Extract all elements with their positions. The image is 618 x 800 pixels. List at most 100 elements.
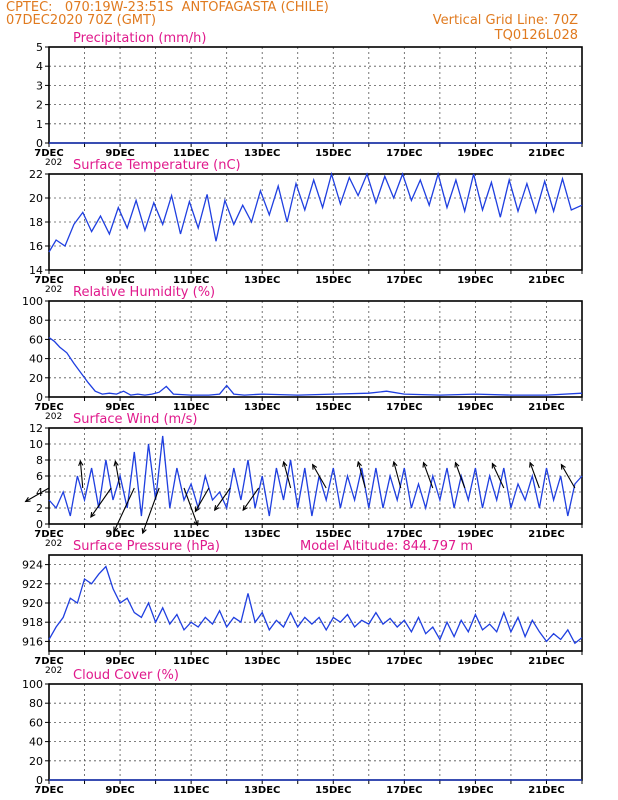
wind-arrow-shaft xyxy=(423,462,434,489)
x-tick-label: 15DEC xyxy=(315,402,351,413)
wind-arrow-head xyxy=(113,526,119,533)
x-tick-label: 11DEC xyxy=(173,529,209,540)
y-tick-label: 924 xyxy=(22,559,43,572)
x-tick-label: 17DEC xyxy=(386,785,422,796)
x-tick-label: 17DEC xyxy=(386,656,422,667)
panel-6: 0 20 40 60 80 100 7DEC 9DEC 11DEC 13DEC 15DEC 17DEC… xyxy=(22,668,583,796)
x-tick-label: 19DEC xyxy=(457,275,493,286)
x-tick-label: 7DEC xyxy=(34,785,63,796)
wind-arrow-head xyxy=(529,461,535,468)
x-tick-label: 11DEC xyxy=(173,656,209,667)
panel-frame xyxy=(48,683,583,781)
panel-frame xyxy=(48,46,583,144)
y-tick-label: 4 xyxy=(36,486,43,499)
wind-arrow-shaft xyxy=(90,487,112,518)
wind-arrow-shaft xyxy=(312,464,327,489)
x-tick-label: 17DEC xyxy=(386,529,422,540)
series-line xyxy=(48,171,583,253)
wind-arrow-head xyxy=(141,528,147,535)
x-tick-label: 15DEC xyxy=(315,529,351,540)
x-tick-label: 9DEC xyxy=(105,656,134,667)
y-tick-label: 3 xyxy=(36,79,43,92)
y-tick-label: 916 xyxy=(22,635,43,648)
series-line xyxy=(48,565,583,645)
y-tick-label: 14 xyxy=(29,264,43,277)
x-year-stub: 202 xyxy=(45,412,62,422)
x-tick-label: 21DEC xyxy=(528,529,564,540)
y-tick-label: 0 xyxy=(36,391,43,404)
x-tick-label: 9DEC xyxy=(105,529,134,540)
y-tick-label: 20 xyxy=(29,372,43,385)
panel-1: 0 1 2 3 4 5 7DEC 9DEC 11DEC 13DEC 15DEC 17DEC 19DEC 2… xyxy=(34,31,583,168)
x-tick-label: 15DEC xyxy=(315,785,351,796)
y-tick-label: 100 xyxy=(22,678,43,691)
panel-4: 0 2 4 6 8 10 12 7DEC 9DEC 11DEC 13DEC 15DEC 17DEC 19D… xyxy=(24,412,583,549)
x-tick-label: 11DEC xyxy=(173,402,209,413)
x-tick-label: 19DEC xyxy=(457,148,493,159)
panel-5: 916 918 920 922 924 7DEC 9DEC 11DEC 13DEC 15DEC 17… xyxy=(22,539,583,676)
y-tick-label: 22 xyxy=(29,168,43,181)
y-tick-label: 40 xyxy=(29,353,43,366)
x-tick-label: 7DEC xyxy=(34,656,63,667)
y-tick-label: 2 xyxy=(36,502,43,515)
y-tick-label: 0 xyxy=(36,137,43,150)
y-tick-label: 4 xyxy=(36,60,43,73)
wind-arrow-head xyxy=(78,459,84,466)
y-tick-label: 8 xyxy=(36,454,43,467)
x-tick-label: 19DEC xyxy=(457,529,493,540)
panel-title: Precipitation (mm/h) xyxy=(73,31,206,46)
x-tick-label: 17DEC xyxy=(386,148,422,159)
x-tick-label: 13DEC xyxy=(244,148,280,159)
x-tick-label: 11DEC xyxy=(173,275,209,286)
x-tick-label: 7DEC xyxy=(34,275,63,286)
panel-title: Relative Humidity (%) xyxy=(73,285,215,300)
y-tick-label: 2 xyxy=(36,99,43,112)
wind-arrow-head xyxy=(242,505,248,512)
x-tick-label: 15DEC xyxy=(315,656,351,667)
x-tick-label: 15DEC xyxy=(315,275,351,286)
x-tick-label: 17DEC xyxy=(386,402,422,413)
wind-arrow-shaft xyxy=(242,487,260,511)
x-year-stub: 202 xyxy=(45,666,62,676)
y-tick-label: 60 xyxy=(29,716,43,729)
wind-arrow-head xyxy=(282,460,288,467)
x-tick-label: 13DEC xyxy=(244,275,280,286)
x-year-stub: 202 xyxy=(45,539,62,549)
model-code: TQ0126L028 xyxy=(494,28,578,43)
y-tick-label: 40 xyxy=(29,736,43,749)
x-tick-label: 13DEC xyxy=(244,656,280,667)
panel-title: Surface Pressure (hPa) xyxy=(73,539,220,554)
x-tick-label: 21DEC xyxy=(528,402,564,413)
wind-arrow-shaft xyxy=(25,487,50,502)
y-tick-label: 100 xyxy=(22,295,43,308)
panel-frame xyxy=(48,300,583,398)
x-tick-label: 7DEC xyxy=(34,402,63,413)
wind-arrow-shaft xyxy=(454,462,466,489)
y-tick-label: 918 xyxy=(22,616,43,629)
wind-arrow-head xyxy=(113,460,119,467)
wind-arrow-shaft xyxy=(529,462,540,489)
header-line-2: 07DEC2020 70Z (GMT) xyxy=(6,13,157,28)
y-tick-label: 60 xyxy=(29,333,43,346)
x-tick-label: 13DEC xyxy=(244,785,280,796)
x-tick-label: 17DEC xyxy=(386,275,422,286)
x-tick-label: 7DEC xyxy=(34,148,63,159)
wind-arrow-shaft xyxy=(114,461,121,489)
wind-arrow-shaft xyxy=(393,461,402,489)
wind-arrow-head xyxy=(90,511,96,519)
x-tick-label: 21DEC xyxy=(528,656,564,667)
wind-arrow-head xyxy=(491,462,497,469)
x-tick-label: 21DEC xyxy=(528,148,564,159)
wind-arrow-head xyxy=(454,461,460,468)
y-tick-label: 0 xyxy=(36,774,43,787)
wind-arrow-head xyxy=(356,460,362,467)
x-year-stub: 202 xyxy=(45,158,62,168)
y-tick-label: 20 xyxy=(29,192,43,205)
x-tick-label: 9DEC xyxy=(105,785,134,796)
panel-2: 14 16 18 20 22 7DEC 9DEC 11DEC 13DEC 15DEC 17DEC 19… xyxy=(29,158,583,295)
wind-arrow-head xyxy=(312,463,318,470)
wind-arrow-shaft xyxy=(194,487,210,512)
y-tick-label: 920 xyxy=(22,597,43,610)
wind-arrow-shaft xyxy=(113,487,135,532)
